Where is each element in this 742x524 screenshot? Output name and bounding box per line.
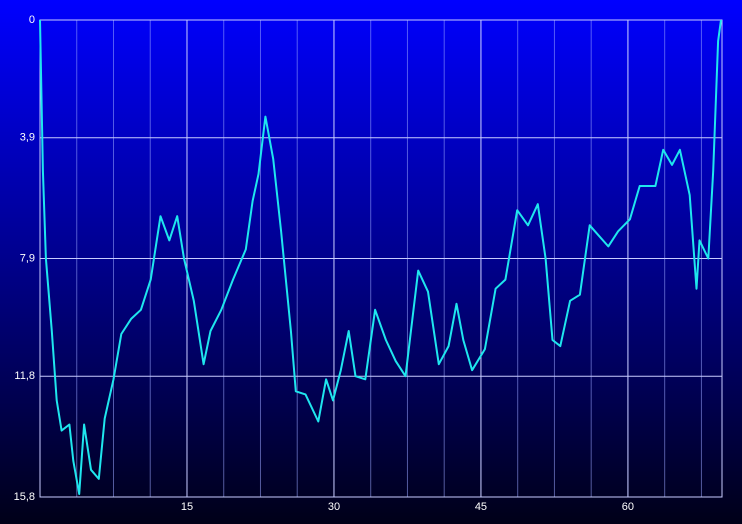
y-tick-label: 0 [29,14,35,26]
plot-frame [39,19,723,498]
y-tick-label: 15,8 [14,491,35,503]
x-tick-label: 45 [475,501,487,513]
depth-line [39,19,722,495]
y-tick-label: 11,8 [14,370,35,382]
y-tick-label: 7,9 [20,252,35,264]
x-tick-label: 60 [622,501,634,513]
y-tick-label: 3,9 [20,132,35,144]
x-tick-label: 30 [328,501,340,513]
x-tick-label: 15 [181,501,193,513]
